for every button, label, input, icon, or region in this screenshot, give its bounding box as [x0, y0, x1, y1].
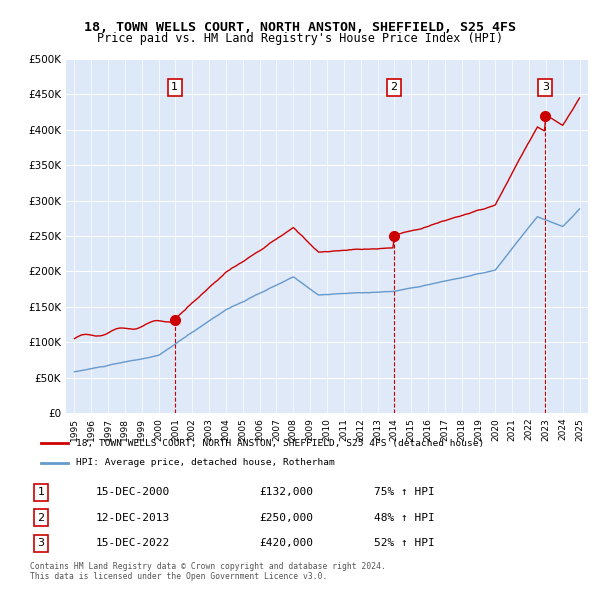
Text: 15-DEC-2022: 15-DEC-2022 [95, 538, 170, 548]
Text: 1: 1 [37, 487, 44, 497]
Text: 3: 3 [37, 538, 44, 548]
Text: 2: 2 [37, 513, 44, 523]
Text: 3: 3 [542, 83, 549, 92]
Text: £132,000: £132,000 [259, 487, 313, 497]
Text: 1: 1 [171, 83, 178, 92]
Text: 12-DEC-2013: 12-DEC-2013 [95, 513, 170, 523]
Text: Contains HM Land Registry data © Crown copyright and database right 2024.
This d: Contains HM Land Registry data © Crown c… [30, 562, 386, 581]
Text: 2: 2 [390, 83, 397, 92]
Text: Price paid vs. HM Land Registry's House Price Index (HPI): Price paid vs. HM Land Registry's House … [97, 32, 503, 45]
Text: 18, TOWN WELLS COURT, NORTH ANSTON, SHEFFIELD, S25 4FS (detached house): 18, TOWN WELLS COURT, NORTH ANSTON, SHEF… [76, 438, 485, 448]
Text: £250,000: £250,000 [259, 513, 313, 523]
Text: 52% ↑ HPI: 52% ↑ HPI [374, 538, 435, 548]
Bar [175, 59, 545, 413]
Text: £420,000: £420,000 [259, 538, 313, 548]
Text: 18, TOWN WELLS COURT, NORTH ANSTON, SHEFFIELD, S25 4FS: 18, TOWN WELLS COURT, NORTH ANSTON, SHEF… [84, 21, 516, 34]
Text: 15-DEC-2000: 15-DEC-2000 [95, 487, 170, 497]
Text: 75% ↑ HPI: 75% ↑ HPI [374, 487, 435, 497]
Text: HPI: Average price, detached house, Rotherham: HPI: Average price, detached house, Roth… [76, 458, 335, 467]
Text: 48% ↑ HPI: 48% ↑ HPI [374, 513, 435, 523]
